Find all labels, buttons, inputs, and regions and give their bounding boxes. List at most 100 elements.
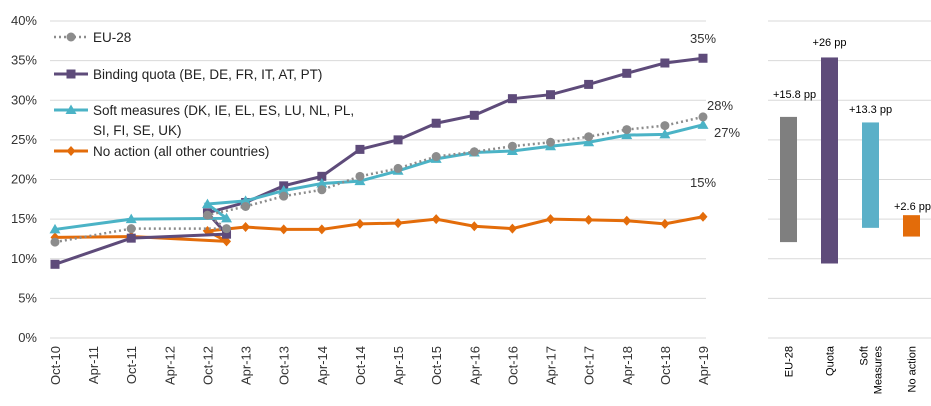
data-point [697,119,709,129]
x-tick-label: Oct-10 [48,346,63,385]
data-point [621,129,633,140]
x-tick-label: Apr-13 [239,346,254,385]
legend-label: Binding quota (BE, DE, FR, IT, AT, PT) [93,67,322,82]
y-tick-label: 15% [11,211,37,226]
data-point [201,198,213,209]
data-label: 27% [714,125,740,140]
legend-label: Soft measures (DK, IE, EL, ES, LU, NL, P… [93,103,354,118]
x-tick-label: Oct-14 [353,346,368,385]
legend-label: SI, FI, SE, UK) [93,123,182,138]
data-point [546,214,556,225]
data-point [659,128,671,139]
legend-marker [66,146,76,156]
legend-item: Soft measures (DK, IE, EL, ES, LU, NL, P… [54,103,354,138]
data-point [241,222,251,233]
data-point [317,185,327,195]
legend-label: EU-28 [93,30,131,45]
data-point [546,90,556,100]
data-point [393,163,403,173]
legend-item: No action (all other countries) [54,144,269,159]
y-tick-label: 0% [18,330,37,345]
data-point [317,224,327,235]
data-point [317,171,327,181]
series-binding [50,53,708,269]
data-label: 15% [690,175,716,190]
data-point [125,213,137,224]
data-point [622,125,632,135]
bar-label: +13.3 pp [849,104,892,116]
data-point [222,236,232,247]
x-tick-label: Apr-17 [544,346,559,385]
x-tick-label: EU-28 [784,346,796,377]
data-point [355,218,365,229]
data-point [241,201,251,211]
y-tick-label: 40% [11,13,37,28]
data-point [431,152,441,162]
data-point [355,171,365,181]
bar-label: +2.6 pp [894,201,931,213]
data-point [507,223,517,234]
bar-no-action: +2.6 pp No action [894,201,931,392]
data-point [469,221,479,232]
data-point [622,215,632,226]
data-point [221,212,233,223]
x-tick-label: Apr-19 [696,346,711,385]
data-point [584,214,594,225]
bar-eu-28: +15.8 pp EU-28 [773,89,816,377]
data-point [279,191,289,201]
series-line [54,123,704,231]
data-point [698,112,708,122]
bar [862,122,879,228]
x-tick-label: Oct-11 [124,346,139,384]
data-point [622,68,632,78]
data-point [507,141,517,151]
x-tick-label: Apr-12 [162,346,177,385]
data-point [698,211,708,222]
data-point [240,195,252,205]
data-point [49,223,61,234]
data-point [202,210,212,220]
series-eu-28 [50,112,708,247]
bar-label: +15.8 pp [773,89,816,101]
y-tick-label: 20% [11,172,37,187]
bar [821,57,838,264]
x-tick-label: Apr-11 [86,346,101,384]
data-point [393,135,403,145]
data-point [584,132,594,142]
x-tick-label: Soft [859,346,871,366]
data-point [50,259,60,269]
x-tick-label: Apr-15 [391,346,406,385]
data-point [546,137,556,147]
data-point [660,58,670,68]
data-point [431,214,441,225]
bar-quota: +26 pp Quota [813,37,847,376]
legend-item: EU-28 [54,30,131,45]
x-tick-label: Apr-14 [315,346,330,385]
data-point [278,185,290,195]
x-tick-label: No action [907,346,919,392]
x-tick-label: Oct-15 [429,346,444,385]
bar [780,116,797,243]
data-point [584,79,594,89]
data-label: 35% [690,31,716,46]
x-tick-label: Apr-16 [467,346,482,385]
y-tick-label: 5% [18,290,37,305]
x-tick-label: Oct-13 [277,346,292,385]
data-point [469,147,479,157]
x-tick-label: Oct-18 [658,346,673,385]
series-line [54,56,704,266]
data-point [507,94,517,104]
x-tick-label: Oct-17 [582,346,597,385]
legend-label: No action (all other countries) [93,144,269,159]
legend-item: Binding quota (BE, DE, FR, IT, AT, PT) [54,67,322,82]
legend-marker [66,69,76,79]
data-point [660,218,670,229]
data-point [660,121,670,131]
data-point [698,53,708,63]
y-tick-label: 30% [11,92,37,107]
data-label: 28% [707,98,733,113]
data-point [50,237,60,247]
y-tick-label: 35% [11,53,37,68]
bar [903,215,920,237]
